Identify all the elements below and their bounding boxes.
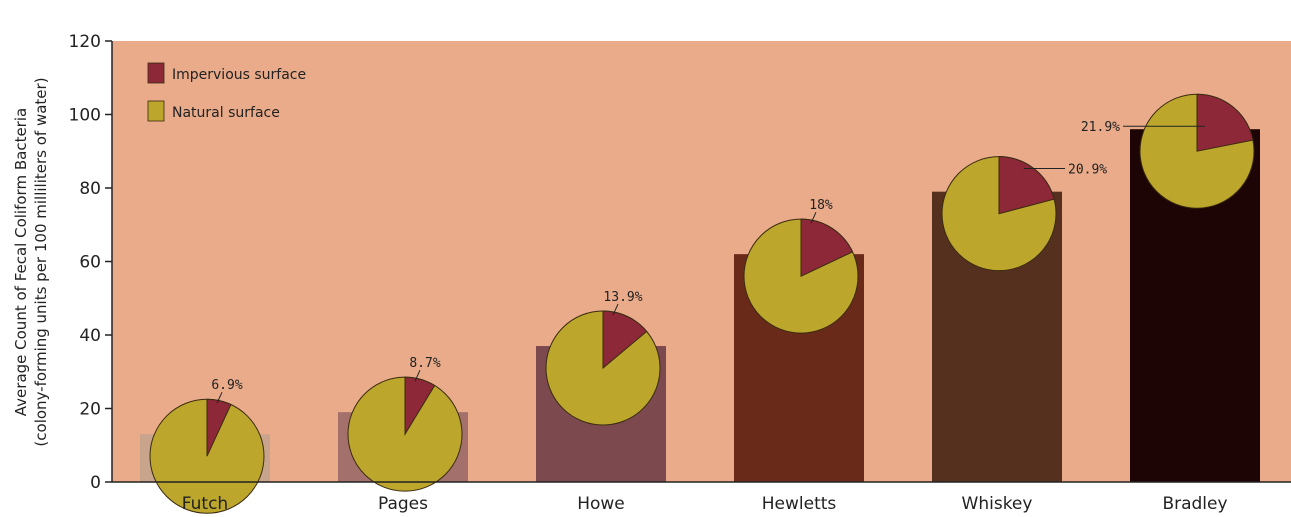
x-tick-label: Bradley	[1162, 494, 1227, 514]
pie-leader-line	[810, 211, 817, 224]
x-tick-label: Pages	[378, 494, 428, 514]
x-tick-label: Hewletts	[762, 494, 837, 514]
legend-swatch	[147, 100, 165, 122]
pie-pages: 8.7%	[347, 356, 463, 492]
y-tick-label: 40	[79, 326, 101, 346]
y-tick-label: 80	[79, 179, 101, 199]
pie-impervious-slice	[206, 398, 232, 457]
pie-howe: 13.9%	[545, 290, 661, 426]
pie-hewletts: 18%	[743, 198, 859, 334]
legend-swatch	[147, 62, 165, 84]
pie-impervious-slice	[800, 218, 854, 277]
y-tick-label: 60	[79, 253, 101, 273]
pie-percent-label: 18%	[809, 198, 833, 213]
legend-label: Impervious surface	[172, 67, 306, 83]
pie-leader-line	[612, 303, 619, 316]
pie-percent-label: 6.9%	[211, 378, 242, 393]
pie-impervious-slice	[602, 310, 648, 370]
pie-percent-label: 8.7%	[409, 356, 440, 371]
y-tick-label: 0	[90, 473, 101, 493]
x-tick-label: Howe	[577, 494, 625, 514]
y-axis-title-line2: (colony-forming units per 100 milliliter…	[32, 77, 50, 446]
pie-futch: 6.9%	[149, 378, 265, 514]
pie-whiskey: 20.9%	[941, 156, 1107, 272]
pie-percent-label: 21.9%	[1081, 120, 1120, 135]
pie-leader-line	[216, 392, 223, 404]
x-tick-label: Futch	[182, 494, 228, 514]
y-tick-label: 120	[69, 32, 101, 52]
y-tick-label: 100	[69, 106, 101, 126]
y-axis-title-line1: Average Count of Fecal Coliform Bacteria	[12, 108, 30, 416]
y-axis-title: Average Count of Fecal Coliform Bacteria…	[12, 77, 50, 446]
pie-leader-line	[414, 369, 421, 382]
y-tick-label: 20	[79, 400, 101, 420]
x-tick-label: Whiskey	[962, 494, 1033, 514]
pies: 6.9% 8.7% 13.9% 18% 20.9% 21.9%	[149, 93, 1255, 514]
pie-impervious-slice	[404, 376, 436, 436]
legend-label: Natural surface	[172, 105, 280, 121]
axes: 0 20 40 60 80 100 120 Futch Pages Howe Hewletts Whi…	[69, 32, 1291, 514]
plot-background	[112, 41, 1291, 482]
pie-bradley: 21.9%	[1081, 93, 1255, 209]
pie-impervious-slice	[1196, 93, 1254, 152]
legend: Impervious surface Natural surface	[147, 62, 306, 122]
pie-percent-label: 20.9%	[1068, 163, 1107, 178]
pie-percent-label: 13.9%	[603, 290, 642, 305]
